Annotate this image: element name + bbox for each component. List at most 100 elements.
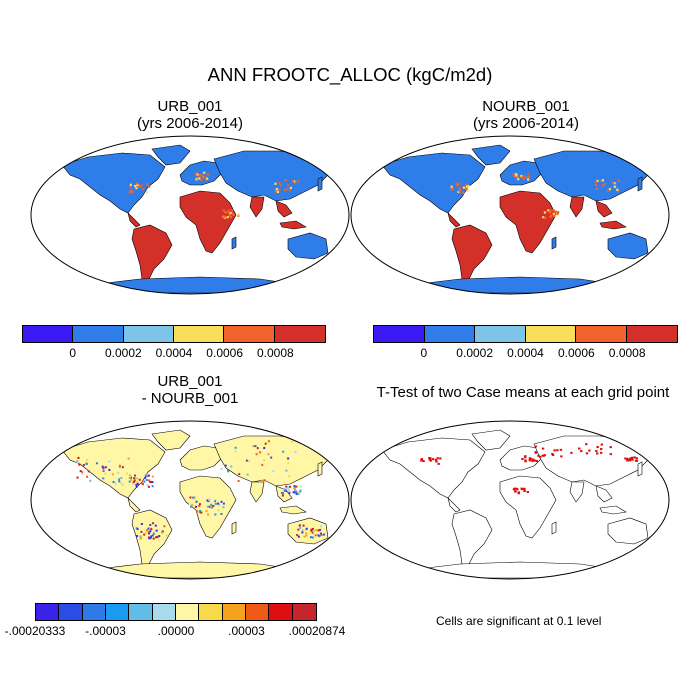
grid-cell — [133, 480, 136, 483]
grid-cell — [130, 479, 133, 482]
grid-cell — [310, 529, 313, 532]
grid-cell — [136, 183, 139, 187]
grid-cell — [95, 462, 98, 465]
grid-cell — [451, 187, 455, 191]
significant-cell — [541, 447, 545, 450]
grid-cell — [198, 177, 201, 180]
grid-cell — [549, 211, 552, 214]
grid-cell — [118, 478, 121, 481]
grid-cell — [147, 185, 151, 188]
grid-cell — [552, 212, 555, 215]
grid-cell — [302, 524, 305, 527]
panel-title-diff-line2: - NOURB_001 — [141, 390, 239, 407]
land-north-america — [61, 152, 166, 214]
colorbar-swatch — [59, 604, 83, 620]
grid-cell — [275, 187, 279, 191]
grid-cell — [288, 488, 291, 491]
grid-cell — [520, 174, 523, 177]
colorbar-swatch — [152, 604, 176, 620]
significant-cell — [523, 456, 527, 459]
grid-cell — [287, 489, 290, 492]
grid-cell — [311, 527, 314, 530]
significant-cell — [609, 453, 612, 456]
colorbar-tick-label: 0.0008 — [256, 346, 294, 360]
grid-cell — [281, 494, 284, 497]
grid-cell — [601, 184, 605, 187]
grid-cell — [126, 472, 129, 475]
significant-cell — [523, 490, 526, 493]
significant-cell — [559, 448, 563, 451]
grid-cell — [196, 510, 199, 513]
grid-cell — [298, 524, 301, 527]
grid-cell — [220, 512, 223, 515]
significant-cell — [599, 451, 603, 454]
panel-title-urb: URB_001 (yrs 2006-2014) — [30, 98, 350, 132]
grid-cell — [457, 190, 460, 194]
colorbar-nourb — [373, 325, 678, 343]
land-japan — [317, 461, 323, 477]
land-madagascar — [231, 521, 237, 535]
grid-cell — [200, 178, 203, 181]
grid-cell — [465, 184, 468, 187]
grid-cell — [133, 479, 136, 482]
grid-cell — [229, 211, 232, 215]
grid-cell — [136, 477, 139, 480]
land-indonesia — [279, 505, 307, 515]
grid-cell — [205, 510, 208, 513]
grid-cell — [552, 209, 555, 212]
grid-cell — [135, 480, 138, 483]
grid-cell — [311, 536, 314, 539]
land-indonesia — [599, 505, 627, 515]
grid-cell — [155, 529, 158, 532]
grid-cell — [320, 532, 323, 535]
grid-cell — [556, 212, 559, 216]
significant-cell — [435, 460, 438, 463]
colorbar-diff — [35, 603, 317, 621]
land-europe — [179, 160, 223, 186]
grid-cell — [312, 530, 315, 533]
significant-cell — [624, 457, 627, 460]
panel-title-urb-line2: (yrs 2006-2014) — [137, 115, 243, 132]
grid-cell — [286, 487, 289, 490]
grid-cell — [108, 468, 111, 471]
significant-cell — [570, 451, 573, 454]
colorbar-tick-label: 0.0004 — [507, 346, 544, 360]
land-madagascar — [231, 236, 237, 250]
significant-cell — [420, 459, 423, 462]
grid-cell — [594, 180, 597, 184]
grid-cell — [134, 477, 137, 480]
grid-cell — [315, 529, 318, 532]
colorbar-swatch — [475, 326, 526, 342]
grid-cell — [289, 186, 292, 189]
significant-cell — [595, 450, 598, 453]
grid-cell — [149, 480, 152, 483]
colorbar-swatch — [36, 604, 60, 620]
grid-cell — [245, 459, 248, 462]
grid-cell — [198, 503, 201, 506]
land-north-america — [381, 152, 486, 214]
land-india — [249, 481, 265, 503]
grid-cell — [234, 450, 237, 453]
colorbar-tick-label: .00020874 — [288, 624, 346, 638]
grid-cell — [299, 535, 302, 538]
grid-cell — [198, 504, 201, 507]
grid-cell — [81, 472, 84, 475]
significant-cell — [524, 460, 527, 463]
grid-cell — [237, 214, 240, 217]
panel-title-nourb-line1: NOURB_001 — [482, 98, 570, 115]
grid-cell — [222, 506, 225, 509]
grid-cell — [523, 177, 526, 180]
colorbar-tick-label: 0.0002 — [456, 346, 494, 360]
grid-cell — [220, 448, 223, 451]
grid-cell — [527, 175, 530, 179]
grid-cell — [279, 184, 282, 187]
grid-cell — [228, 214, 231, 217]
grid-cell — [145, 475, 148, 478]
grid-cell — [515, 173, 518, 176]
grid-cell — [553, 214, 556, 218]
grid-cell — [192, 496, 195, 499]
land-asia — [213, 150, 331, 202]
significant-cell — [560, 455, 563, 458]
grid-cell — [102, 477, 105, 480]
grid-cell — [208, 505, 211, 508]
